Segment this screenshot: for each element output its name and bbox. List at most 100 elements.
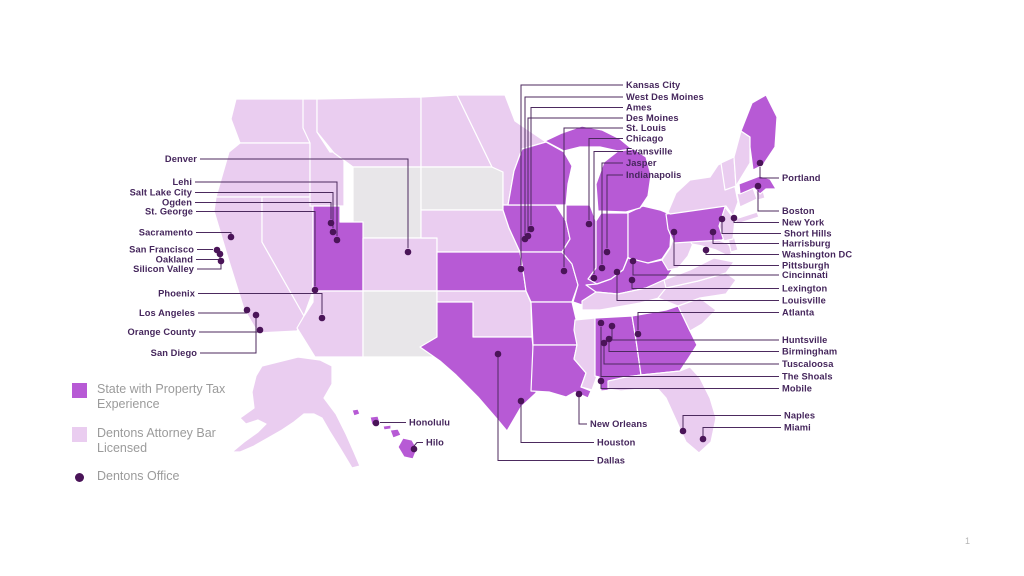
office-dot-huntsville xyxy=(608,322,616,330)
office-dot-dallas xyxy=(494,350,502,358)
leader-line-st-louis xyxy=(563,127,623,267)
office-dot-washington-dc xyxy=(702,246,710,254)
leader-line-atlanta xyxy=(637,312,779,330)
office-dot-houston xyxy=(517,397,525,405)
city-label-des-moines: Des Moines xyxy=(626,113,679,123)
state-mi xyxy=(595,148,652,213)
office-dot-salt-lake-city xyxy=(329,228,337,236)
leader-line-new-orleans xyxy=(578,397,587,425)
city-label-portland: Portland xyxy=(782,173,821,183)
leader-line-washington-dc xyxy=(705,253,779,255)
office-dot-san-diego xyxy=(252,311,260,319)
city-label-lehi: Lehi xyxy=(172,177,192,187)
office-dot-jasper xyxy=(598,264,606,272)
state-hi-big xyxy=(397,437,418,460)
city-label-chicago: Chicago xyxy=(626,134,664,144)
office-dot-pittsburgh xyxy=(670,228,678,236)
office-dot-the-shoals xyxy=(597,319,605,327)
city-label-boston: Boston xyxy=(782,206,815,216)
city-label-st-george: St. George xyxy=(145,207,193,217)
city-label-huntsville: Huntsville xyxy=(782,335,827,345)
leader-line-pittsburgh xyxy=(673,235,779,266)
leader-line-houston xyxy=(520,404,594,443)
city-label-indianapolis: Indianapolis xyxy=(626,170,681,180)
office-dot-chicago xyxy=(585,220,593,228)
state-me xyxy=(740,94,778,171)
city-label-honolulu: Honolulu xyxy=(409,418,450,428)
leader-line-west-des-moines xyxy=(524,96,623,235)
leader-line-phoenix xyxy=(198,293,323,314)
office-dot-atlanta xyxy=(634,330,642,338)
office-dot-indianapolis xyxy=(603,248,611,256)
office-dot-orange-county xyxy=(256,326,264,334)
office-dot-portland xyxy=(756,159,764,167)
state-hi-molokai xyxy=(382,424,392,431)
office-dot-naples xyxy=(679,427,687,435)
city-label-silicon-valley: Silicon Valley xyxy=(133,264,195,274)
leader-line-mobile xyxy=(600,384,779,389)
office-dot-mobile xyxy=(597,377,605,385)
leader-line-ogden xyxy=(195,202,332,219)
office-dot-new-york xyxy=(730,214,738,222)
leader-line-oakland xyxy=(196,257,221,260)
leader-line-ames xyxy=(530,107,623,225)
leader-line-cincinnati xyxy=(632,264,779,276)
city-label-cincinnati: Cincinnati xyxy=(782,270,828,280)
office-dot-swatch xyxy=(75,473,84,482)
office-dot-st-george xyxy=(311,286,319,294)
city-label-pittsburgh: Pittsburgh xyxy=(782,261,830,271)
office-dot-miami xyxy=(699,435,707,443)
city-label-short-hills: Short Hills xyxy=(784,229,832,239)
legend-line: Experience xyxy=(97,397,160,412)
legend-line: Dentons Attorney Bar xyxy=(97,425,216,440)
leader-line-miami xyxy=(702,427,781,436)
page-number: 1 xyxy=(965,536,971,546)
state-wa xyxy=(230,98,311,144)
city-label-washington-dc: Washington DC xyxy=(782,250,852,260)
city-label-salt-lake-city: Salt Lake City xyxy=(130,188,193,198)
leader-line-portland xyxy=(759,167,779,179)
state-wi xyxy=(507,141,573,206)
city-label-miami: Miami xyxy=(784,423,811,433)
office-dot-phoenix xyxy=(318,314,326,322)
state-co xyxy=(362,237,438,292)
leader-lines-layer xyxy=(195,84,781,461)
state-hi-maui xyxy=(389,428,402,439)
office-dot-honolulu xyxy=(372,419,380,427)
legend-item-dentons-office: Dentons Office xyxy=(72,469,272,484)
legend-label-bar-licensed: Dentons Attorney Bar Licensed xyxy=(97,426,216,457)
state-or xyxy=(215,142,311,198)
leader-line-silicon-valley xyxy=(197,264,222,270)
map-legend: State with Property Tax Experience Dento… xyxy=(72,382,272,497)
office-dot-los-angeles xyxy=(243,306,251,314)
leader-line-chicago xyxy=(588,138,623,220)
city-label-los-angeles: Los Angeles xyxy=(139,308,195,318)
city-label-tuscaloosa: Tuscaloosa xyxy=(782,359,834,369)
state-nv xyxy=(261,196,314,317)
office-dot-new-orleans xyxy=(575,390,583,398)
city-label-hilo: Hilo xyxy=(426,438,444,448)
leader-line-lexington xyxy=(631,283,779,289)
state-tx xyxy=(419,301,546,432)
city-label-orange-county: Orange County xyxy=(128,327,197,337)
office-dot-cincinnati xyxy=(629,257,637,265)
leader-line-short-hills xyxy=(721,222,781,234)
leader-line-jasper xyxy=(601,162,623,264)
legend-line: Dentons Office xyxy=(97,469,180,483)
office-dots-layer xyxy=(213,159,764,453)
leader-line-tuscaloosa xyxy=(603,346,779,365)
city-label-kansas-city: Kansas City xyxy=(626,80,681,90)
city-label-san-francisco: San Francisco xyxy=(129,245,194,255)
states-layer xyxy=(213,94,778,469)
leader-line-naples xyxy=(682,415,781,428)
leader-line-harrisburg xyxy=(712,235,779,244)
legend-line: Licensed xyxy=(97,440,148,455)
city-label-phoenix: Phoenix xyxy=(158,289,196,299)
leader-line-new-york xyxy=(733,221,779,223)
office-dot-boston xyxy=(754,182,762,190)
city-label-denver: Denver xyxy=(165,154,197,164)
leader-line-salt-lake-city xyxy=(195,192,334,228)
office-dot-lexington xyxy=(628,276,636,284)
